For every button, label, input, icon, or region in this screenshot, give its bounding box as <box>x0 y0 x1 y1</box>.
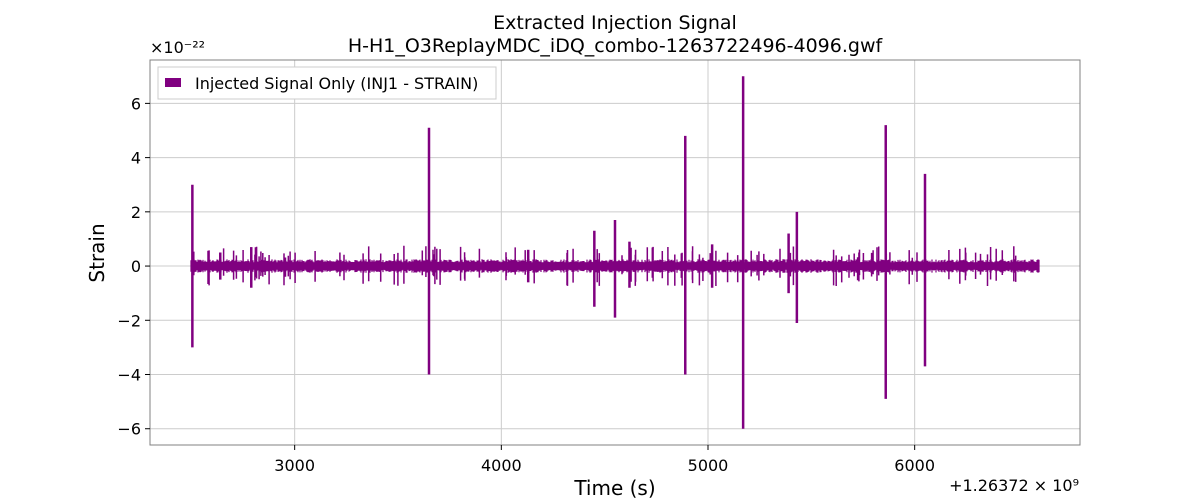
y-tick-label: 4 <box>131 149 141 168</box>
x-offset-label: +1.26372 × 10⁹ <box>949 476 1079 495</box>
series-injected-signal <box>190 76 1040 429</box>
y-axis-label: Strain <box>85 223 109 282</box>
y-tick-label: −6 <box>117 420 141 439</box>
chart-subtitle: H-H1_O3ReplayMDC_iDQ_combo-1263722496-40… <box>348 35 884 57</box>
y-axis: −6 −4 −2 0 2 4 6 <box>117 94 150 439</box>
x-tick-label: 5000 <box>688 456 729 475</box>
y-tick-label: −2 <box>117 311 141 330</box>
plot-frame <box>149 59 1081 446</box>
legend-label: Injected Signal Only (INJ1 - STRAIN) <box>195 74 478 93</box>
x-axis: 3000 4000 5000 6000 <box>274 445 935 475</box>
x-tick-label: 4000 <box>481 456 522 475</box>
legend: Injected Signal Only (INJ1 - STRAIN) <box>157 66 497 100</box>
x-tick-label: 6000 <box>894 456 935 475</box>
chart-title: Extracted Injection Signal <box>493 12 737 34</box>
y-tick-label: 0 <box>131 257 141 276</box>
legend-box <box>157 66 497 100</box>
legend-swatch <box>165 78 181 87</box>
y-tick-label: 6 <box>131 94 141 113</box>
x-tick-label: 3000 <box>274 456 315 475</box>
y-tick-label: 2 <box>131 203 141 222</box>
y-tick-label: −4 <box>117 366 141 385</box>
y-exponent-label: ×10⁻²² <box>150 38 205 57</box>
x-axis-label: Time (s) <box>573 476 655 500</box>
